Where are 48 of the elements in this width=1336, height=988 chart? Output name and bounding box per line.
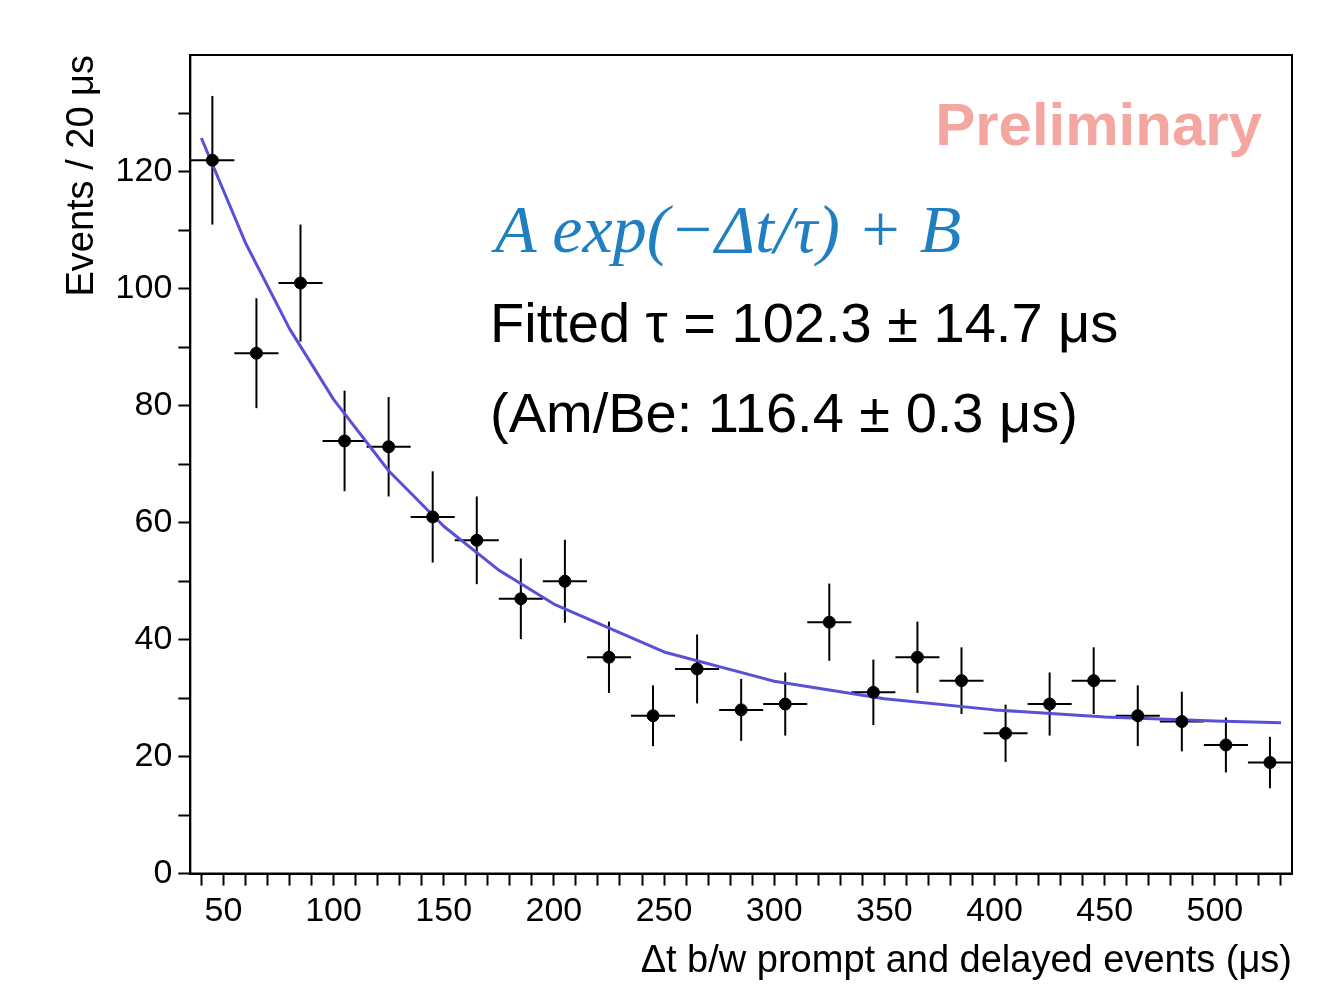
point bbox=[602, 650, 616, 664]
y-tick-label: 60 bbox=[134, 501, 173, 540]
point bbox=[294, 276, 307, 290]
annotation: A exp(−Δt/τ) + B bbox=[491, 191, 962, 267]
y-tick-label: 20 bbox=[134, 735, 173, 774]
point bbox=[249, 346, 263, 360]
x-tick-label: 300 bbox=[745, 890, 803, 929]
point bbox=[1175, 715, 1189, 729]
x-tick-label: 50 bbox=[204, 890, 243, 929]
point bbox=[734, 703, 748, 717]
point bbox=[514, 592, 528, 606]
annotation: Preliminary bbox=[935, 91, 1263, 158]
x-axis-title: Δt b/w prompt and delayed events (μs) bbox=[640, 937, 1292, 980]
point bbox=[1219, 738, 1233, 752]
x-tick-label: 450 bbox=[1076, 890, 1134, 929]
point bbox=[646, 709, 660, 723]
point bbox=[205, 153, 219, 167]
y-tick-label: 80 bbox=[134, 384, 173, 423]
y-tick-label: 120 bbox=[115, 150, 173, 189]
y-tick-label: 40 bbox=[134, 618, 173, 657]
x-tick-label: 100 bbox=[305, 890, 362, 929]
x-tick-label: 150 bbox=[415, 890, 473, 929]
x-tick-label: 200 bbox=[525, 890, 583, 929]
point bbox=[1263, 756, 1277, 769]
y-axis-title: Events / 20 μs bbox=[59, 55, 102, 297]
x-tick-label: 250 bbox=[635, 890, 693, 929]
x-tick-label: 400 bbox=[966, 890, 1023, 929]
point bbox=[470, 533, 484, 547]
y-tick-label: 0 bbox=[153, 851, 173, 890]
x-tick-label: 350 bbox=[856, 890, 913, 929]
point bbox=[1043, 697, 1057, 711]
point bbox=[382, 440, 396, 454]
point bbox=[426, 510, 440, 524]
point bbox=[910, 650, 924, 664]
point bbox=[1087, 674, 1101, 688]
annotation: (Am/Be: 116.4 ± 0.3 μs) bbox=[490, 381, 1078, 444]
point bbox=[822, 615, 836, 629]
point bbox=[999, 726, 1013, 740]
point bbox=[690, 662, 704, 676]
point bbox=[338, 434, 352, 448]
point bbox=[778, 697, 792, 711]
y-tick-label: 100 bbox=[115, 267, 173, 306]
point bbox=[866, 685, 880, 699]
point bbox=[955, 674, 968, 688]
annotation: Fitted τ = 102.3 ± 14.7 μs bbox=[490, 291, 1119, 354]
point bbox=[1131, 709, 1145, 723]
point bbox=[558, 574, 572, 588]
x-tick-label: 500 bbox=[1186, 890, 1244, 929]
